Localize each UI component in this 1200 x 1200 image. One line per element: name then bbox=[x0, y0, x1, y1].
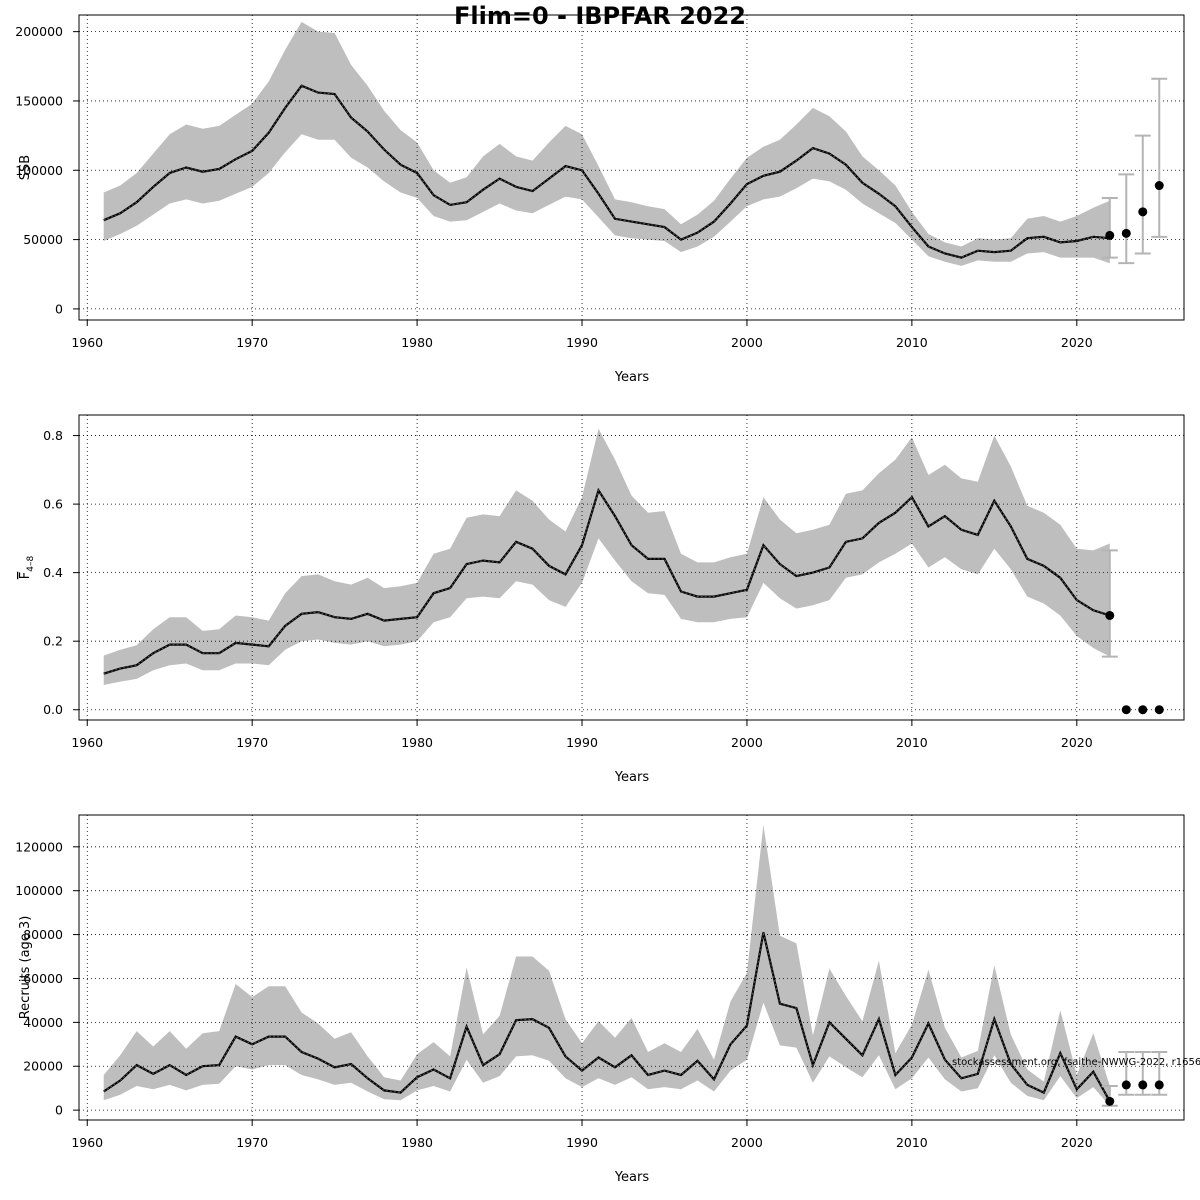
fbar-xtick-label-2000: 2000 bbox=[731, 735, 763, 750]
ssb-ytick-label-1: 50000 bbox=[23, 232, 63, 247]
fbar-estimate-dots bbox=[103, 489, 1110, 675]
fbar-forecast-point-2023 bbox=[1121, 705, 1131, 715]
recruits-forecast-point-2025 bbox=[1154, 1080, 1164, 1090]
fbar-ytick-label-1: 0.2 bbox=[43, 634, 63, 649]
recruits-forecast-point-2024 bbox=[1138, 1080, 1148, 1090]
ssb-forecast-point-2024 bbox=[1138, 207, 1148, 217]
ssb-confidence-band bbox=[103, 21, 1110, 266]
fbar-xtick-label-1960: 1960 bbox=[71, 735, 103, 750]
fbar-confidence-band bbox=[103, 428, 1110, 685]
recruits-y-axis-title: Recruits (age 3) bbox=[18, 916, 33, 1020]
ssb-xtick-label-1990: 1990 bbox=[566, 335, 598, 350]
recruits-xtick-label-2010: 2010 bbox=[896, 1135, 928, 1150]
fbar-ytick-label-2: 0.4 bbox=[43, 565, 63, 580]
ssb-ytick-label-0: 0 bbox=[55, 301, 63, 316]
recruits-xtick-label-1970: 1970 bbox=[236, 1135, 268, 1150]
ssb-ytick-label-2: 100000 bbox=[15, 163, 63, 178]
fbar-forecast-point-2025 bbox=[1154, 705, 1164, 715]
fbar-panel: 1960 1970 1980 1990 2000 2010 2020 0.0 0.2 0.4 0.6… bbox=[18, 414, 1185, 785]
source-annotation: stockassessment.org, fsaithe-NWWG-2022, … bbox=[952, 1057, 1200, 1068]
recruits-x-axis-title: Years bbox=[614, 1170, 650, 1185]
recruits-ytick-label-3: 60000 bbox=[23, 971, 63, 986]
fbar-xtick-label-1980: 1980 bbox=[401, 735, 433, 750]
ssb-xtick-label-1960: 1960 bbox=[71, 335, 103, 350]
recruits-ytick-label-4: 80000 bbox=[23, 927, 63, 942]
ssb-xtick-label-2020: 2020 bbox=[1061, 335, 1093, 350]
ssb-estimate-dots bbox=[103, 85, 1110, 259]
recruits-forecast-point-2022 bbox=[1105, 1096, 1115, 1106]
ssb-y-axis-title: SSB bbox=[18, 155, 33, 180]
fbar-xtick-label-2010: 2010 bbox=[896, 735, 928, 750]
ssb-xtick-label-2000: 2000 bbox=[731, 335, 763, 350]
ssb-x-axis-title: Years bbox=[614, 370, 650, 385]
recruits-xtick-label-1990: 1990 bbox=[566, 1135, 598, 1150]
recruits-xtick-label-1960: 1960 bbox=[71, 1135, 103, 1150]
fbar-y-axis-title: F4–8 bbox=[18, 556, 36, 580]
recruits-confidence-band bbox=[103, 824, 1110, 1106]
recruits-estimate-dots bbox=[103, 932, 1111, 1102]
fbar-ytick-label-3: 0.6 bbox=[43, 497, 63, 512]
recruits-panel: 1960 1970 1980 1990 2000 2010 2020 0 20000 40000 6… bbox=[15, 814, 1185, 1185]
recruits-forecast-point-2023 bbox=[1121, 1080, 1131, 1090]
fbar-x-axis-title: Years bbox=[614, 770, 650, 785]
recruits-xtick-label-1980: 1980 bbox=[401, 1135, 433, 1150]
ssb-forecast-point-2025 bbox=[1154, 181, 1164, 191]
fbar-plot-frame bbox=[78, 414, 1185, 721]
recruits-ytick-label-5: 100000 bbox=[15, 883, 63, 898]
ssb-ytick-label-3: 150000 bbox=[15, 93, 63, 108]
ssb-forecast-point-2023 bbox=[1121, 228, 1131, 238]
fbar-forecast-point-2022 bbox=[1105, 610, 1115, 620]
ssb-plot-frame bbox=[78, 14, 1185, 321]
ssb-xtick-label-1970: 1970 bbox=[236, 335, 268, 350]
recruits-ytick-label-2: 40000 bbox=[23, 1015, 63, 1030]
fbar-forecast-point-2024 bbox=[1138, 705, 1148, 715]
fbar-xtick-label-2020: 2020 bbox=[1061, 735, 1093, 750]
ssb-xtick-label-1980: 1980 bbox=[401, 335, 433, 350]
fbar-xtick-label-1970: 1970 bbox=[236, 735, 268, 750]
fbar-ytick-label-0: 0.0 bbox=[43, 702, 63, 717]
recruits-xtick-label-2000: 2000 bbox=[731, 1135, 763, 1150]
recruits-xtick-label-2020: 2020 bbox=[1061, 1135, 1093, 1150]
recruits-ytick-label-0: 0 bbox=[55, 1103, 63, 1118]
recruits-ytick-label-6: 120000 bbox=[15, 839, 63, 854]
figure-title: Flim=0 - IBPFAR 2022 bbox=[454, 2, 746, 30]
fbar-ytick-label-4: 0.8 bbox=[43, 428, 63, 443]
ssb-xtick-label-2010: 2010 bbox=[896, 335, 928, 350]
ssb-panel: 1960 1970 1980 1990 2000 2010 2020 0 50000 100000… bbox=[15, 14, 1185, 385]
fbar-xtick-label-1990: 1990 bbox=[566, 735, 598, 750]
ssb-ytick-label-4: 200000 bbox=[15, 24, 63, 39]
recruits-plot-frame bbox=[78, 814, 1185, 1121]
ssb-forecast-point-2022 bbox=[1105, 230, 1115, 240]
recruits-ytick-label-1: 20000 bbox=[23, 1059, 63, 1074]
